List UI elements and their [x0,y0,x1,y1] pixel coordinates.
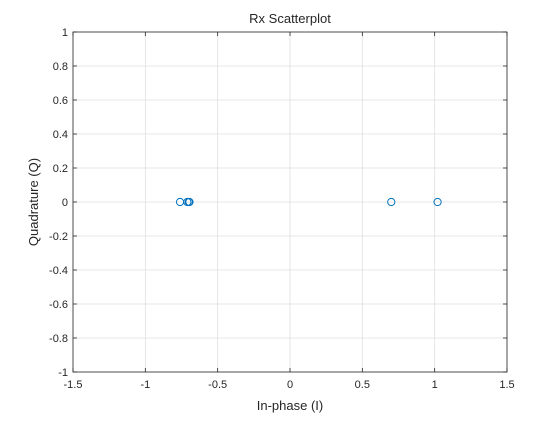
x-tick-label: -1 [140,379,150,391]
x-tick-label: -0.5 [208,379,227,391]
x-axis-label: In-phase (I) [257,398,323,413]
y-tick-label: 0.2 [53,163,68,175]
y-tick-label: -1 [58,367,68,379]
data-points [175,197,442,207]
y-tick-label: 0.4 [53,129,68,141]
x-tick-label: 0 [287,379,293,391]
x-tick-label: -1.5 [64,379,83,391]
grid [72,31,508,373]
y-tick-label: -0.2 [49,231,68,243]
y-tick-label: 0 [62,197,68,209]
chart-title: Rx Scatterplot [249,11,331,26]
y-tick-label: -0.6 [49,299,68,311]
x-tick-label: 1 [432,379,438,391]
y-tick-label: -0.8 [49,333,68,345]
y-tick-label: -0.4 [49,265,68,277]
y-tick-label: 1 [62,27,68,39]
y-tick-label: 0.8 [53,61,68,73]
data-point [433,197,442,207]
y-tick-label: 0.6 [53,95,68,107]
ticks: -1.5 -1 -0.5 0 0.5 1 1.5-1-0.8-0.6-0.4-0.200.2… [49,27,515,391]
x-tick-label: 1.5 [499,379,514,391]
y-axis-label: Quadrature (Q) [26,158,41,246]
data-point [185,197,194,207]
data-point [387,197,396,207]
x-tick-label: 0.5 [355,379,370,391]
